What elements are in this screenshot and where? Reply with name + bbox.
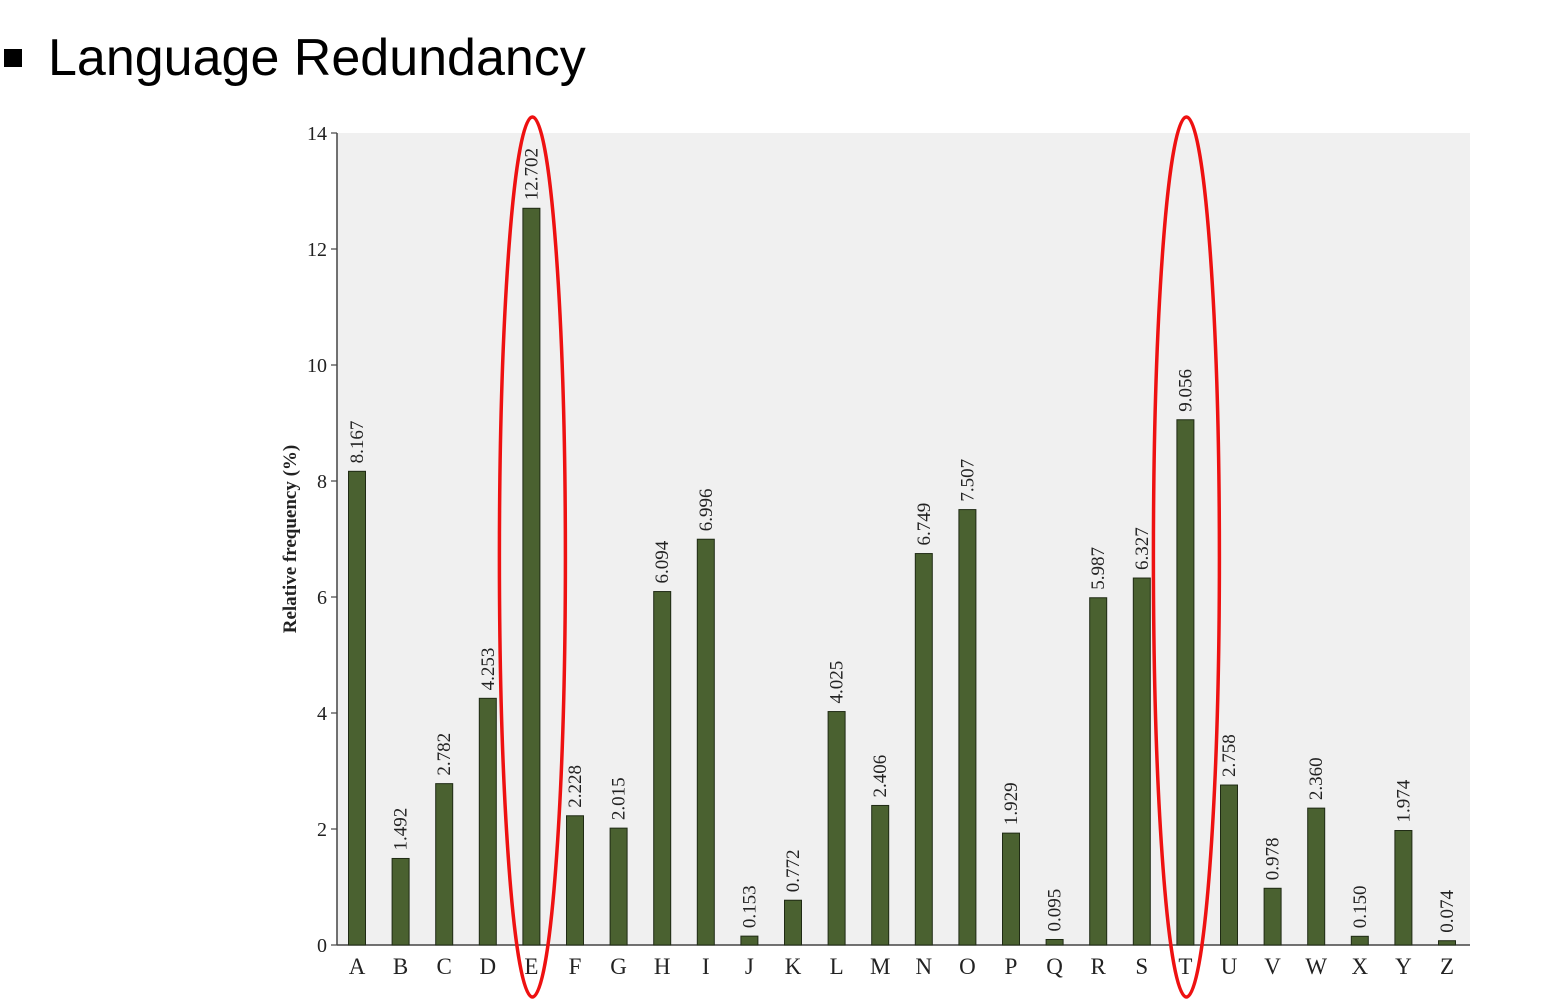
data-label-b: 1.492	[391, 808, 412, 851]
bar-v	[1263, 887, 1282, 946]
x-tick-label-a: A	[349, 954, 366, 979]
y-tick-label: 14	[307, 123, 327, 145]
data-label-s: 6.327	[1132, 527, 1153, 570]
data-label-h: 6.094	[652, 540, 673, 583]
bar-z	[1438, 940, 1456, 946]
x-tick-label-i: I	[702, 954, 710, 979]
x-tick-label-j: J	[745, 954, 754, 979]
x-tick-label-y: Y	[1395, 954, 1412, 979]
bar-j	[740, 935, 759, 946]
data-label-z: 0.074	[1437, 889, 1458, 932]
data-label-c: 2.782	[434, 733, 455, 776]
bar-l	[827, 711, 846, 946]
y-tick-label: 0	[317, 935, 327, 957]
data-label-i: 6.996	[696, 488, 717, 531]
bars	[348, 207, 1456, 946]
square-bullet-icon	[4, 49, 22, 67]
data-label-n: 6.749	[914, 503, 935, 546]
x-tick-label-o: O	[959, 954, 976, 979]
y-tick-label: 12	[307, 239, 327, 261]
bar-y	[1394, 830, 1413, 946]
highlight-ellipses	[497, 115, 1222, 999]
bar-q	[1045, 938, 1064, 946]
x-tick-label-p: P	[1005, 954, 1018, 979]
x-tick-label-t: T	[1178, 954, 1192, 979]
data-label-e: 12.702	[521, 148, 542, 200]
bar-p	[1002, 832, 1020, 946]
x-tick-label-m: M	[870, 954, 890, 979]
bar-h	[653, 591, 672, 946]
x-tick-label-k: K	[785, 954, 802, 979]
data-labels: 8.167 1.492 2.782 4.253 12.702 2.228 2.015 6.09…	[347, 148, 1458, 933]
data-label-a: 8.167	[347, 421, 368, 464]
data-label-o: 7.507	[957, 459, 978, 502]
y-tick-label: 4	[317, 703, 327, 725]
data-label-f: 2.228	[565, 765, 586, 808]
y-ticks: 0 2 4 6 8 10 12 14	[307, 123, 337, 957]
bar-w	[1307, 807, 1326, 946]
x-tick-label-v: V	[1264, 954, 1281, 979]
bar-s	[1132, 577, 1151, 946]
x-tick-label-s: S	[1135, 954, 1148, 979]
bar-k	[784, 899, 802, 946]
data-label-t: 9.056	[1175, 369, 1196, 412]
x-tick-label-w: W	[1305, 954, 1327, 979]
x-tick-label-d: D	[479, 954, 496, 979]
y-tick-label: 6	[317, 587, 327, 609]
x-tick-label-e: E	[524, 954, 538, 979]
x-tick-label-u: U	[1221, 954, 1238, 979]
data-label-p: 1.929	[1001, 782, 1022, 825]
y-tick-label: 10	[307, 355, 327, 377]
x-tick-label-b: B	[393, 954, 408, 979]
x-tick-label-f: F	[569, 954, 582, 979]
highlight-ellipse-e	[497, 115, 568, 999]
bar-i	[696, 538, 715, 946]
x-tick-label-z: Z	[1440, 954, 1454, 979]
data-label-q: 0.095	[1045, 889, 1066, 932]
bar-g	[609, 827, 628, 946]
data-label-g: 2.015	[609, 777, 630, 820]
slide-title: Language Redundancy	[0, 28, 586, 88]
x-tick-label-n: N	[915, 954, 932, 979]
slide-title-text: Language Redundancy	[48, 29, 586, 87]
bar-m	[871, 804, 890, 946]
bar-t	[1176, 419, 1195, 946]
data-label-m: 2.406	[870, 755, 891, 798]
bar-o	[958, 509, 977, 946]
y-axis-label: Relative frequency (%)	[280, 445, 301, 634]
data-label-l: 4.025	[827, 661, 848, 704]
data-label-j: 0.153	[739, 885, 760, 928]
data-label-v: 0.978	[1263, 838, 1284, 881]
data-label-y: 1.974	[1393, 779, 1414, 822]
bar-c	[435, 783, 454, 946]
bar-x	[1350, 935, 1369, 946]
x-tick-label-c: C	[437, 954, 452, 979]
data-label-x: 0.150	[1350, 886, 1371, 929]
y-tick-label: 2	[317, 819, 327, 841]
bar-u	[1220, 784, 1238, 946]
x-tick-label-h: H	[654, 954, 671, 979]
data-label-u: 2.758	[1219, 734, 1240, 777]
x-tick-label-q: Q	[1046, 954, 1063, 979]
x-tick-label-g: G	[610, 954, 627, 979]
y-tick-label: 8	[317, 471, 327, 493]
bar-b	[391, 857, 410, 946]
bar-r	[1089, 597, 1108, 946]
x-tick-label-x: X	[1351, 954, 1368, 979]
bar-n	[914, 553, 933, 946]
bar-d	[478, 697, 497, 946]
bar-f	[566, 815, 584, 946]
highlight-ellipse-t	[1151, 115, 1222, 999]
x-tick-label-r: R	[1091, 954, 1107, 979]
data-label-w: 2.360	[1306, 757, 1327, 800]
bar-e	[522, 207, 541, 946]
x-tick-label-l: L	[830, 954, 844, 979]
data-label-r: 5.987	[1088, 547, 1109, 590]
bar-a	[348, 470, 366, 946]
data-label-k: 0.772	[783, 849, 804, 892]
data-label-d: 4.253	[478, 648, 499, 691]
